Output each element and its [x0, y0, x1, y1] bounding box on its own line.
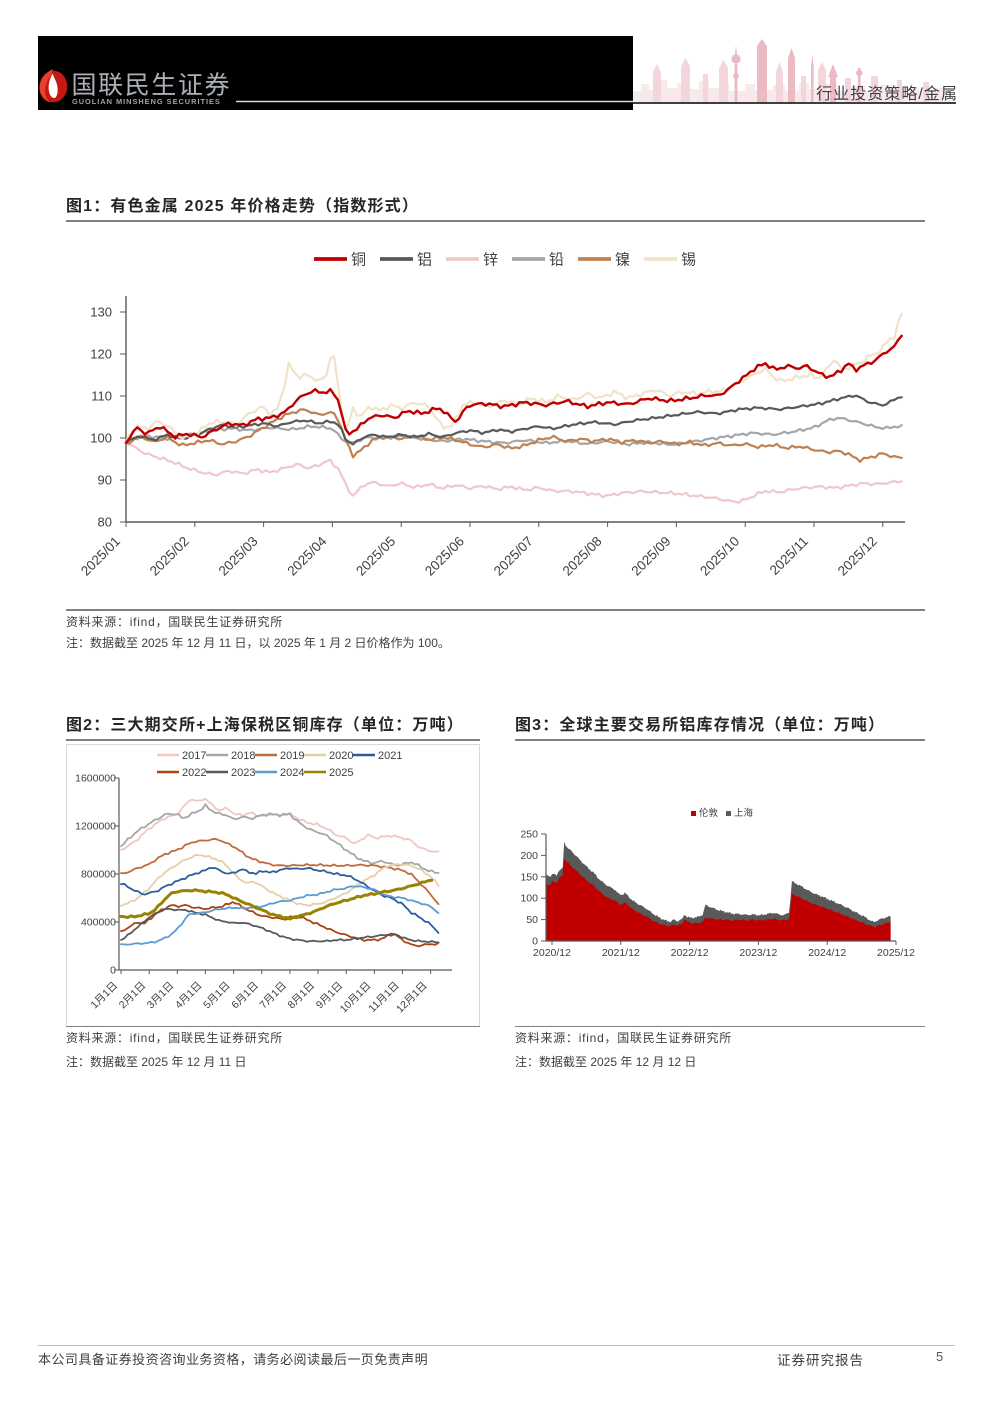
- svg-text:2025/01: 2025/01: [78, 534, 123, 579]
- svg-text:2025/07: 2025/07: [491, 534, 536, 579]
- svg-text:2025/02: 2025/02: [147, 534, 192, 579]
- svg-text:400000: 400000: [81, 917, 116, 929]
- svg-text:2024: 2024: [280, 767, 304, 779]
- svg-text:锌: 锌: [483, 252, 498, 269]
- svg-text:250: 250: [520, 829, 538, 841]
- svg-text:1600000: 1600000: [75, 773, 116, 785]
- svg-text:伦敦: 伦敦: [699, 807, 719, 819]
- svg-text:2018: 2018: [231, 750, 255, 762]
- svg-text:镍: 镍: [615, 251, 630, 269]
- svg-text:2025/12: 2025/12: [835, 534, 880, 579]
- svg-text:3月1日: 3月1日: [145, 980, 177, 1012]
- svg-text:6月1日: 6月1日: [229, 980, 261, 1012]
- svg-text:100: 100: [520, 893, 538, 905]
- svg-text:200: 200: [520, 850, 538, 862]
- svg-text:2019: 2019: [280, 750, 304, 762]
- svg-text:2025/05: 2025/05: [353, 534, 398, 579]
- svg-text:2021: 2021: [378, 750, 402, 762]
- svg-text:2025/06: 2025/06: [422, 534, 467, 579]
- svg-text:2025/03: 2025/03: [216, 534, 261, 579]
- svg-text:国联民生证券: 国联民生证券: [72, 66, 232, 102]
- svg-text:800000: 800000: [81, 869, 116, 881]
- svg-text:2017: 2017: [182, 750, 206, 762]
- svg-text:2025/12: 2025/12: [877, 947, 915, 959]
- svg-text:2月1日: 2月1日: [117, 980, 149, 1012]
- svg-text:铜: 铜: [351, 252, 366, 269]
- svg-text:2025/08: 2025/08: [560, 534, 605, 579]
- svg-text:0: 0: [110, 965, 116, 977]
- svg-text:2025/10: 2025/10: [697, 534, 742, 579]
- svg-text:2022: 2022: [182, 767, 206, 779]
- svg-text:1200000: 1200000: [75, 821, 116, 833]
- svg-text:110: 110: [91, 389, 112, 404]
- svg-text:8月1日: 8月1日: [286, 980, 318, 1012]
- svg-text:2025/09: 2025/09: [628, 534, 673, 579]
- svg-text:10月1日: 10月1日: [338, 980, 374, 1016]
- svg-text:80: 80: [98, 515, 112, 530]
- svg-text:GUOLIAN MINSHENG SECURITIES: GUOLIAN MINSHENG SECURITIES: [72, 97, 221, 106]
- svg-text:2025/11: 2025/11: [767, 534, 811, 578]
- svg-text:2021/12: 2021/12: [602, 947, 640, 959]
- svg-text:100: 100: [90, 431, 112, 446]
- svg-text:1月1日: 1月1日: [89, 980, 121, 1012]
- svg-text:2020/12: 2020/12: [533, 947, 571, 959]
- svg-text:2023/12: 2023/12: [739, 947, 777, 959]
- svg-text:5月1日: 5月1日: [201, 980, 233, 1012]
- svg-text:150: 150: [520, 871, 538, 883]
- svg-text:锡: 锡: [681, 252, 696, 269]
- svg-text:上海: 上海: [734, 807, 754, 819]
- svg-text:铅: 铅: [549, 252, 564, 269]
- svg-text:2025/04: 2025/04: [284, 533, 329, 578]
- svg-text:2020: 2020: [329, 750, 353, 762]
- svg-text:50: 50: [526, 914, 538, 926]
- svg-text:2022/12: 2022/12: [671, 947, 709, 959]
- svg-text:4月1日: 4月1日: [173, 980, 205, 1012]
- svg-text:铝: 铝: [417, 252, 432, 269]
- svg-text:90: 90: [98, 473, 112, 488]
- svg-text:2024/12: 2024/12: [808, 947, 846, 959]
- svg-text:0: 0: [532, 936, 538, 948]
- svg-text:12月1日: 12月1日: [394, 980, 430, 1016]
- svg-text:120: 120: [90, 347, 112, 362]
- svg-text:130: 130: [90, 305, 112, 320]
- svg-text:2025: 2025: [329, 767, 353, 779]
- svg-text:7月1日: 7月1日: [257, 980, 289, 1012]
- svg-text:2023: 2023: [231, 767, 255, 779]
